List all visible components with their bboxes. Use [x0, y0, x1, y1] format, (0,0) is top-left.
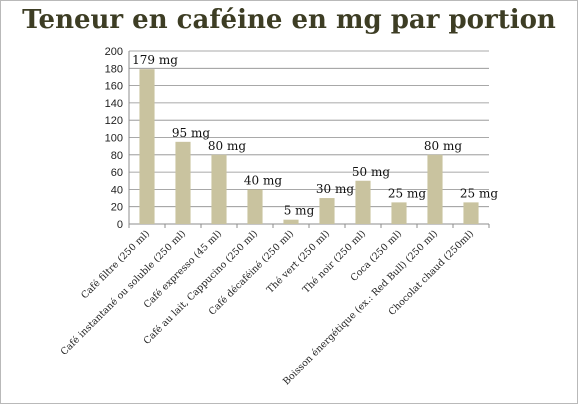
bar: [175, 141, 191, 224]
data-label: 80 mg: [424, 139, 462, 153]
y-tick-label: 80: [111, 150, 123, 162]
data-label: 179 mg: [132, 53, 178, 67]
data-label: 40 mg: [244, 173, 282, 187]
bar: [283, 219, 299, 224]
data-label: 95 mg: [172, 126, 210, 140]
bar: [247, 189, 263, 224]
data-label: 80 mg: [208, 139, 246, 153]
y-tick-label: 120: [105, 115, 123, 127]
bar: [427, 154, 443, 224]
y-tick-label: 200: [105, 46, 123, 58]
data-label: 25 mg: [388, 186, 426, 200]
bar: [355, 180, 371, 224]
bar: [391, 202, 407, 224]
bar: [319, 198, 335, 224]
data-label: 30 mg: [316, 182, 354, 196]
category-label: Café filtre (250 ml): [79, 228, 152, 301]
y-tick-label: 0: [117, 219, 123, 231]
y-tick-label: 60: [111, 167, 123, 179]
y-tick-label: 160: [105, 81, 123, 93]
bar: [211, 154, 227, 224]
category-label: Thé vert (250 ml): [265, 228, 332, 295]
y-tick-label: 20: [111, 202, 123, 214]
bar: [139, 69, 155, 224]
category-label: Café instantané ou soluble (250 ml): [59, 228, 188, 357]
data-label: 5 mg: [284, 204, 315, 218]
category-label: Thé noir (250 ml): [301, 228, 368, 295]
bar: [463, 202, 479, 224]
y-tick-label: 140: [105, 98, 123, 110]
y-tick-label: 40: [111, 184, 123, 196]
data-label: 25 mg: [460, 186, 498, 200]
y-tick-label: 100: [105, 133, 123, 145]
chart-title: Teneur en caféine en mg par portion: [22, 5, 556, 35]
y-tick-label: 180: [105, 63, 123, 75]
data-label: 50 mg: [352, 165, 390, 179]
